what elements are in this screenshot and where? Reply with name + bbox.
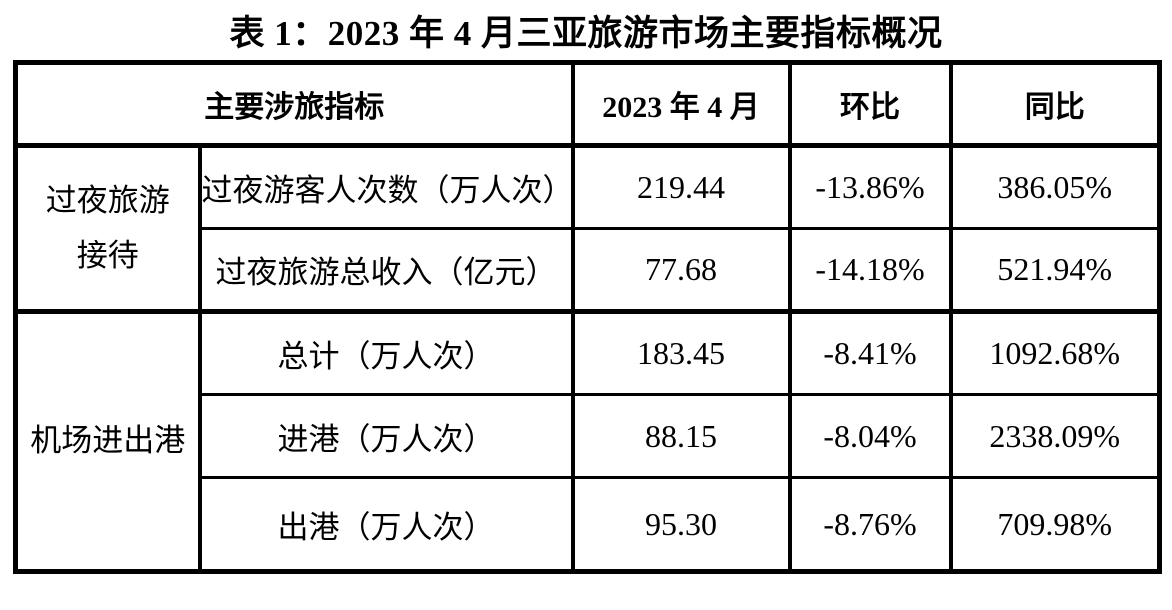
table-row-airport-arrivals: 进港（万人次） 88.15 -8.04% 2338.09% xyxy=(16,393,1162,479)
value-cell: 219.44 xyxy=(570,144,792,230)
indicator-label: 出港（万人次） xyxy=(197,476,575,573)
value-cell: 77.68 xyxy=(570,227,792,314)
yoy-cell: 386.05% xyxy=(948,144,1162,230)
indicator-label: 总计（万人次） xyxy=(197,310,575,396)
indicator-label: 过夜游客人次数（万人次） xyxy=(197,144,575,230)
table-header-row: 主要涉旅指标 2023 年 4 月 环比 同比 xyxy=(13,61,1162,148)
indicator-label: 进港（万人次） xyxy=(197,393,575,479)
group-label-airport: 机场进出港 xyxy=(13,310,202,573)
mom-cell: -8.04% xyxy=(787,393,953,479)
value-cell: 88.15 xyxy=(570,393,792,479)
header-cell-period: 2023 年 4 月 xyxy=(570,61,792,148)
mom-cell: -8.41% xyxy=(787,310,953,396)
table-row-overnight-visitors: 过夜旅游 接待 过夜游客人次数（万人次） 219.44 -13.86% 386.… xyxy=(13,144,1162,314)
value-cell: 183.45 xyxy=(570,310,792,396)
header-cell-mom: 环比 xyxy=(787,61,953,148)
indicator-label: 过夜旅游总收入（亿元） xyxy=(197,227,575,314)
yoy-cell: 1092.68% xyxy=(948,310,1162,396)
mom-cell: -13.86% xyxy=(787,144,953,230)
header-cell-yoy: 同比 xyxy=(948,61,1162,148)
indicators-table: 主要涉旅指标 2023 年 4 月 环比 同比 过夜旅游 接待 过夜游客人次数（… xyxy=(13,60,1162,574)
header-cell-indicator: 主要涉旅指标 xyxy=(13,61,575,148)
table-row-airport-total: 机场进出港 总计（万人次） 183.45 -8.41% 1092.68% xyxy=(13,310,1162,573)
table-row-airport-departures: 出港（万人次） 95.30 -8.76% 709.98% xyxy=(16,476,1162,573)
table-row-overnight-revenue: 过夜旅游总收入（亿元） 77.68 -14.18% 521.94% xyxy=(16,227,1162,314)
value-cell: 95.30 xyxy=(570,476,792,573)
group-label-overnight-tourism: 过夜旅游 接待 xyxy=(13,144,202,314)
yoy-cell: 521.94% xyxy=(948,227,1162,314)
yoy-cell: 709.98% xyxy=(948,476,1162,573)
mom-cell: -14.18% xyxy=(787,227,953,314)
yoy-cell: 2338.09% xyxy=(948,393,1162,479)
page-title: 表 1：2023 年 4 月三亚旅游市场主要指标概况 xyxy=(229,14,943,53)
mom-cell: -8.76% xyxy=(787,476,953,573)
